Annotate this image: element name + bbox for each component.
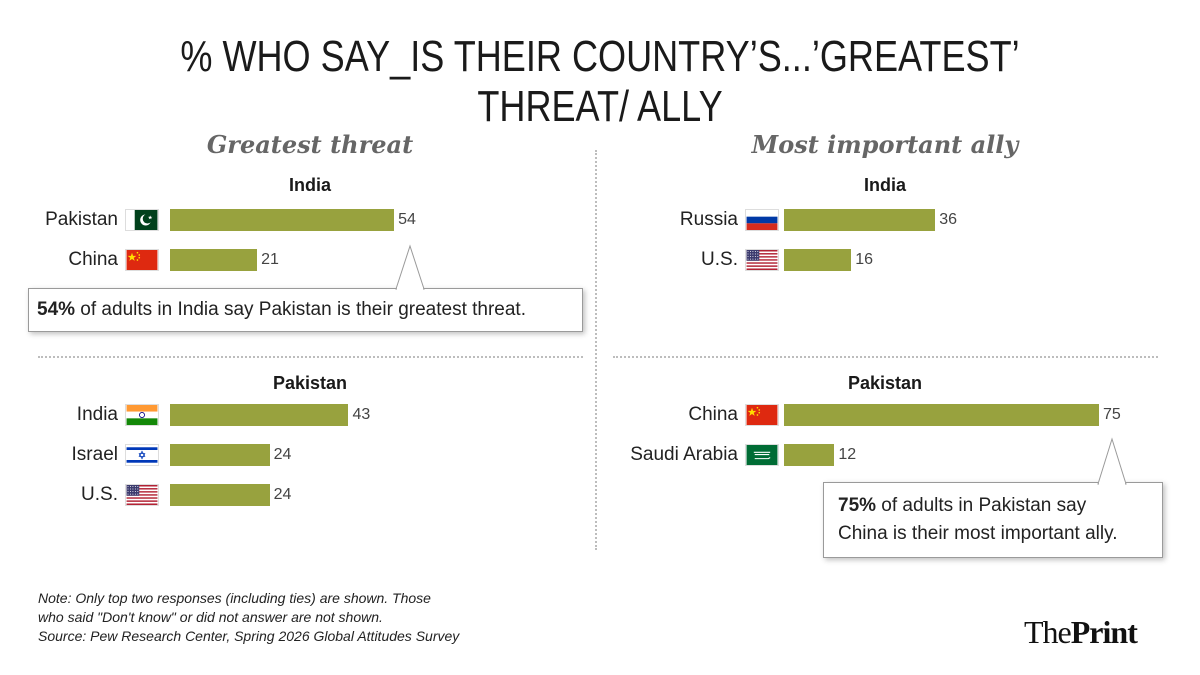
china-flag-icon xyxy=(125,249,159,271)
threat-india-bar-china xyxy=(170,249,258,271)
panel-heading-threat: Greatest threat xyxy=(206,130,414,159)
ally-india-value-u-s: 16 xyxy=(855,251,873,268)
saudi-flag-icon xyxy=(745,444,779,466)
threat-pakistan-bar-israel xyxy=(170,444,270,466)
china-flag-icon xyxy=(745,404,779,426)
threat-callout-pointer xyxy=(395,244,425,290)
threat-india-label-pakistan: Pakistan xyxy=(45,209,118,230)
ally-callout-percent: 75% xyxy=(838,495,877,516)
note-line-1: Note: Only top two responses (including … xyxy=(38,590,431,606)
group-title-threat-pakistan: Pakistan xyxy=(272,373,348,393)
ally-callout-text-1: of adults in Pakistan say xyxy=(876,495,1087,516)
us-flag-icon xyxy=(745,249,779,271)
note-line-3: Source: Pew Research Center, Spring 2026… xyxy=(38,628,460,644)
panel-heading-ally: Most important ally xyxy=(751,130,1019,159)
ally-india-label-russia: Russia xyxy=(679,209,738,230)
group-title-ally-india: India xyxy=(863,175,906,195)
israel-flag-icon xyxy=(125,444,159,466)
ally-pakistan-value-saudi-arabia: 12 xyxy=(838,446,857,463)
ally-pakistan-bar-china xyxy=(784,404,1099,426)
threat-pakistan-label-u-s: U.S. xyxy=(81,484,118,505)
ally-pakistan-label-china: China xyxy=(688,404,738,425)
ally-india-value-russia: 36 xyxy=(939,211,957,228)
threat-pakistan-label-india: India xyxy=(76,404,118,425)
threat-pakistan-bar-india xyxy=(170,404,349,426)
source-note: Note: Only top two responses (including … xyxy=(38,589,538,646)
threat-callout-text: of adults in India say Pakistan is their… xyxy=(75,299,526,320)
threat-pakistan-value-india: 43 xyxy=(352,406,371,423)
threat-india-label-china: China xyxy=(68,249,118,270)
ally-pakistan-value-china: 75 xyxy=(1103,406,1121,423)
group-title-threat-india: India xyxy=(288,175,331,195)
ally-callout: 75% of adults in Pakistan say China is t… xyxy=(823,482,1163,558)
threat-pakistan-value-u-s: 24 xyxy=(273,486,292,503)
group-divider-threat xyxy=(38,356,583,358)
ally-pakistan-bar-saudi-arabia xyxy=(784,444,835,466)
threat-india-value-pakistan: 54 xyxy=(398,211,416,228)
threat-india-bar-pakistan xyxy=(170,209,395,231)
panel-divider xyxy=(595,150,597,550)
india-flag-icon xyxy=(125,404,159,426)
us-flag-icon xyxy=(125,484,159,506)
threat-callout: 54% of adults in India say Pakistan is t… xyxy=(28,288,583,332)
ally-pakistan-label-saudi-arabia: Saudi Arabia xyxy=(630,444,738,465)
chart-title: % WHO SAY_IS THEIR COUNTRY’S...’GREATEST… xyxy=(180,32,1020,131)
threat-pakistan-value-israel: 24 xyxy=(273,446,292,463)
ally-callout-pointer xyxy=(1097,437,1127,485)
threat-pakistan-label-israel: Israel xyxy=(71,444,118,465)
note-line-2: who said "Don't know" or did not answer … xyxy=(38,609,383,625)
threat-callout-percent: 54% xyxy=(37,299,76,320)
threat-india-value-china: 21 xyxy=(261,251,279,268)
pakistan-flag-icon xyxy=(125,209,159,231)
group-title-ally-pakistan: Pakistan xyxy=(847,373,923,393)
theprint-logo: ThePrint xyxy=(1024,614,1138,650)
group-divider-ally xyxy=(613,356,1158,358)
ally-india-bar-u-s xyxy=(784,249,852,271)
ally-india-bar-russia xyxy=(784,209,936,231)
threat-pakistan-bar-u-s xyxy=(170,484,270,506)
russia-flag-icon xyxy=(745,209,779,231)
ally-india-label-u-s: U.S. xyxy=(701,249,738,270)
ally-callout-text-2: China is their most important ally. xyxy=(838,523,1118,544)
